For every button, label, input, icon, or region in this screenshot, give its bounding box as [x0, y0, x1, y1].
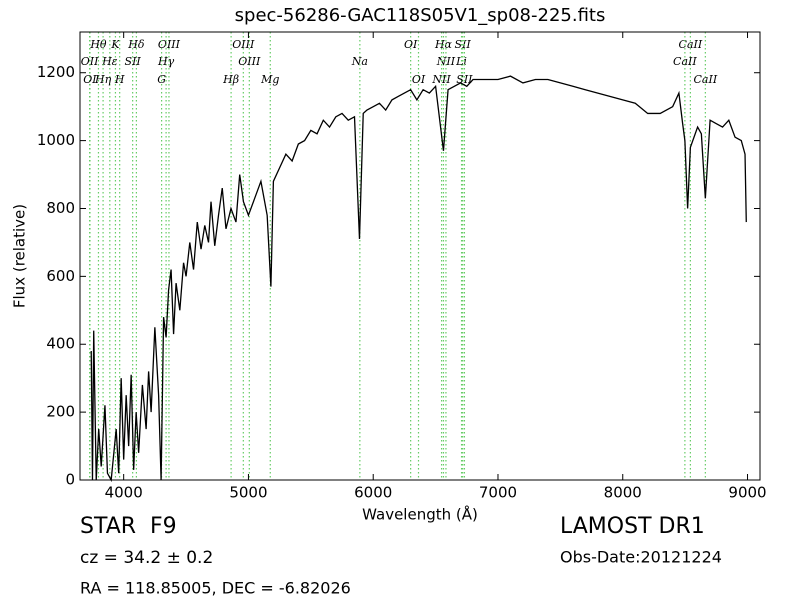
redshift-label: cz = 34.2 ± 0.2 — [80, 548, 213, 568]
position-label: RA = 118.85005, DEC = -6.82026 — [80, 579, 351, 598]
spectral-line-label: Li — [455, 55, 467, 68]
spectral-line-label: CaII — [694, 73, 718, 86]
y-axis-label: Flux (relative) — [11, 204, 29, 308]
spectral-line-label: OI — [412, 73, 426, 86]
x-tick-label: 8000 — [604, 484, 642, 502]
spectral-line-label: SII — [455, 38, 472, 51]
spectral-line-label: CaII — [679, 38, 703, 51]
x-tick-label: 5000 — [229, 484, 267, 502]
spectral-line-label: Mg — [260, 73, 279, 86]
plot-frame — [79, 31, 761, 481]
spectrum-line — [90, 75, 747, 483]
spectral-line-label: H — [114, 73, 125, 86]
y-tick-label: 600 — [46, 267, 75, 285]
spectral-line-label: NII — [436, 55, 456, 68]
spectral-line-label: CaII — [673, 55, 697, 68]
x-tick-label: 9000 — [728, 484, 766, 502]
spectral-line-label: K — [110, 38, 120, 51]
subclass-label: F9 — [150, 514, 177, 539]
survey-label: LAMOST DR1 — [560, 514, 705, 539]
spectral-line-label: OI — [83, 73, 97, 86]
spectral-line-label: OIII — [158, 38, 181, 51]
y-tick-label: 0 — [65, 471, 75, 489]
spectral-line-label: Hβ — [222, 73, 239, 86]
spectral-line-label: OI — [404, 38, 418, 51]
spectral-line-label: G — [157, 73, 166, 86]
obs-date-label: Obs-Date:20121224 — [560, 548, 722, 567]
x-tick-label: 6000 — [354, 484, 392, 502]
spectral-line-label: Hθ — [89, 38, 107, 51]
spectral-line-label: NII — [431, 73, 451, 86]
class-label: STAR — [80, 514, 136, 539]
y-tick-label: 800 — [46, 199, 75, 217]
spectral-line-label: SII — [125, 55, 142, 68]
spectral-line-label: Hε — [101, 55, 118, 68]
y-tick-label: 1000 — [37, 131, 75, 149]
spectral-line-label: OIII — [238, 55, 261, 68]
x-tick-label: 4000 — [105, 484, 143, 502]
y-tick-label: 1200 — [37, 63, 75, 81]
spectral-line-label: Hγ — [157, 55, 175, 68]
chart-title: spec-56286-GAC118S05V1_sp08-225.fits — [235, 5, 606, 26]
spectral-line-label: Na — [351, 55, 368, 68]
x-tick-label: 7000 — [479, 484, 517, 502]
x-axis-label: Wavelength (Å) — [362, 505, 478, 524]
y-tick-label: 400 — [46, 335, 75, 353]
spectral-line-label: Hα — [434, 38, 453, 51]
spectral-line-label: Hη — [94, 73, 112, 86]
spectral-line-label: OIII — [232, 38, 255, 51]
spectral-line-label: Hδ — [127, 38, 145, 51]
y-tick-label: 200 — [46, 403, 75, 421]
